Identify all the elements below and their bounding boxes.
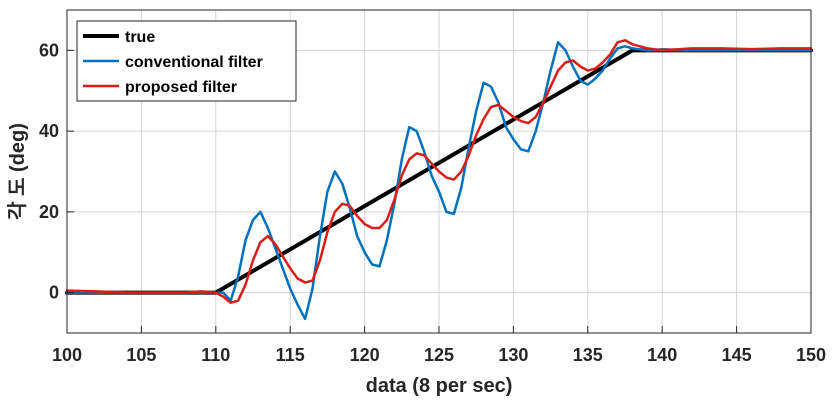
x-tick-label: 105 xyxy=(126,345,156,365)
y-tick-label: 40 xyxy=(39,121,59,141)
legend-label-true: true xyxy=(125,29,155,46)
x-tick-label: 130 xyxy=(498,345,528,365)
x-tick-label: 120 xyxy=(350,345,380,365)
ticks xyxy=(66,49,812,333)
x-tick-label: 150 xyxy=(796,345,826,365)
x-tick-label: 100 xyxy=(52,345,82,365)
x-tick-label: 110 xyxy=(201,345,230,365)
y-tick-label: 20 xyxy=(39,202,59,222)
y-axis-label: 각 도 (deg) xyxy=(6,123,29,220)
x-tick-label: 145 xyxy=(722,345,752,365)
series-line-conventional-filter xyxy=(65,41,813,321)
x-axis-label: data (8 per sec) xyxy=(366,375,513,397)
y-tick-label: 60 xyxy=(39,40,59,60)
legend-label-conventional-filter: conventional filter xyxy=(125,54,263,71)
x-tick-label: 135 xyxy=(573,345,603,365)
series-line-proposed-filter xyxy=(65,39,813,304)
series-lines xyxy=(65,39,813,321)
x-tick-label: 115 xyxy=(276,345,305,365)
legend: true conventional filter proposed filter xyxy=(76,20,297,102)
x-tick-label: 140 xyxy=(647,345,677,365)
x-tick-label: 125 xyxy=(424,345,454,365)
tick-labels: 100 105 110 115 120 125 130 135 140 145 150 0 20 40 60 xyxy=(39,40,826,365)
y-tick-label: 0 xyxy=(49,283,59,303)
legend-label-proposed-filter: proposed filter xyxy=(125,79,237,96)
